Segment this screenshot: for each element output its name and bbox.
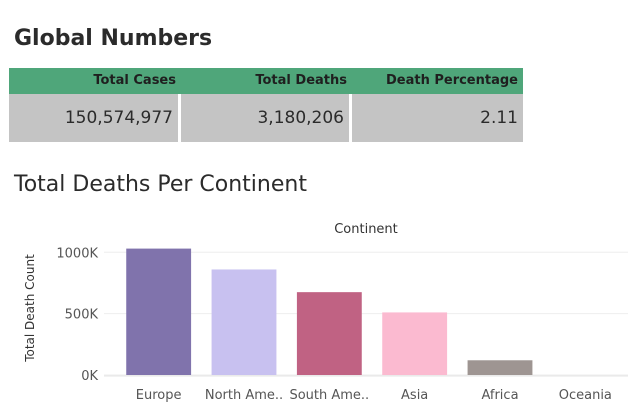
bars [126, 248, 533, 375]
y-tick-label: 1000K [56, 246, 98, 261]
header-death-percentage[interactable]: Death Percentage [385, 73, 518, 88]
bar-south-ame[interactable] [296, 292, 362, 375]
x-tick-label: Africa [481, 388, 518, 403]
table-header-row: Total Cases Total Deaths Death Percentag… [9, 68, 523, 94]
y-tick-label: 500K [65, 308, 99, 323]
dashboard-title: Global Numbers [14, 26, 213, 51]
bar-asia[interactable] [382, 312, 448, 375]
deaths-per-continent-chart: Continent Total Death Count 0K500K1000K … [23, 222, 628, 403]
value-death-percentage[interactable]: 2.11 [480, 108, 518, 128]
x-tick-label: South Ame.. [289, 388, 369, 403]
y-tick-label: 0K [81, 369, 98, 384]
y-axis-ticks: 0K 500K 1000K [56, 246, 98, 384]
gridlines [104, 251, 628, 377]
x-tick-label: Europe [136, 388, 182, 403]
value-total-cases[interactable]: 150,574,977 [9, 94, 181, 142]
bar-africa[interactable] [467, 360, 533, 375]
table-row: 150,574,977 3,180,206 2.11 [9, 94, 523, 142]
chart-title: Total Deaths Per Continent [14, 172, 307, 197]
x-tick-label: Asia [401, 388, 428, 403]
value-total-deaths[interactable]: 3,180,206 [181, 94, 352, 142]
x-tick-label: Oceania [559, 388, 612, 403]
header-total-deaths[interactable]: Total Deaths [255, 73, 347, 88]
bar-north-ame[interactable] [211, 269, 277, 375]
header-total-cases[interactable]: Total Cases [93, 73, 176, 88]
bar-europe[interactable] [126, 248, 192, 375]
y-axis-label: Total Death Count [23, 254, 37, 363]
column-header: Continent [334, 222, 398, 237]
x-tick-label: North Ame.. [205, 388, 283, 403]
global-numbers-table: Total Cases Total Deaths Death Percentag… [9, 68, 523, 142]
x-axis-ticks: Europe North Ame.. South Ame.. Asia Africa Oc… [136, 388, 612, 403]
